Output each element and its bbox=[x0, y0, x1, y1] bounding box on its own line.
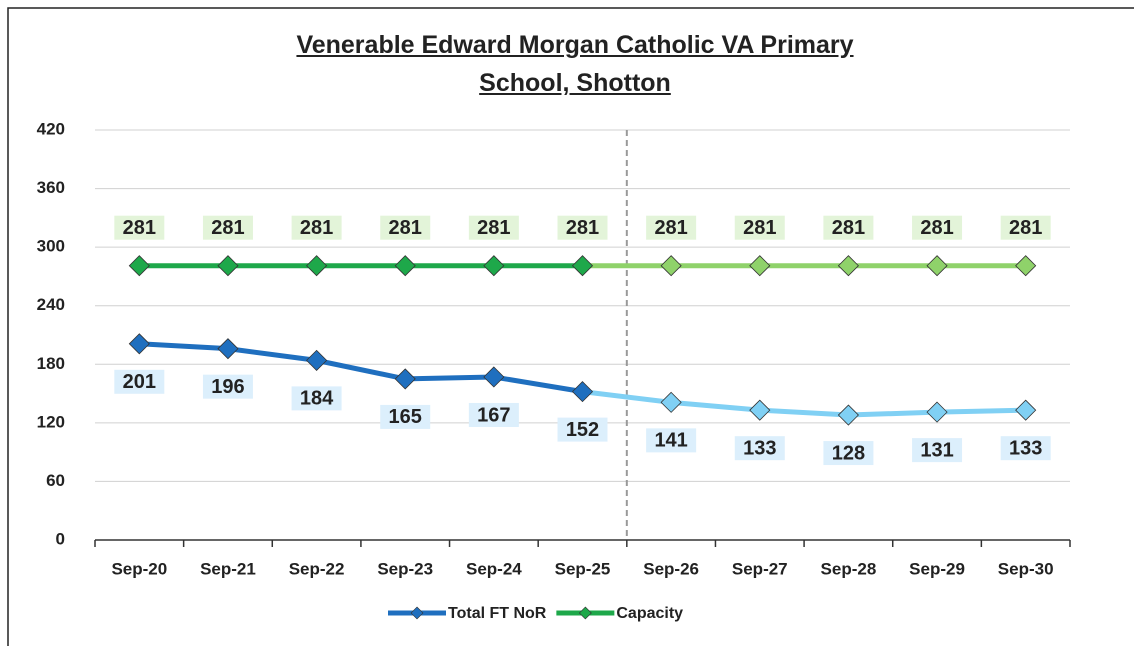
x-tick-label: Sep-22 bbox=[289, 559, 345, 578]
data-label: 133 bbox=[743, 437, 776, 459]
point-marker bbox=[837, 404, 859, 426]
point-marker bbox=[660, 255, 682, 277]
data-label: 167 bbox=[477, 404, 510, 426]
data-label-background bbox=[380, 404, 431, 429]
data-label-background bbox=[468, 215, 519, 240]
data-label-background bbox=[468, 402, 519, 427]
x-tick-label: Sep-27 bbox=[732, 559, 788, 578]
data-label-background bbox=[291, 386, 342, 411]
data-label-background bbox=[557, 417, 608, 442]
x-tick-label: Sep-26 bbox=[643, 559, 699, 578]
y-tick-label: 420 bbox=[37, 119, 65, 138]
data-label: 131 bbox=[920, 439, 953, 461]
chart-border bbox=[7, 7, 1134, 646]
point-marker bbox=[837, 255, 859, 277]
point-marker bbox=[749, 255, 771, 277]
data-label-background bbox=[202, 374, 253, 399]
y-tick-label: 240 bbox=[37, 295, 65, 314]
data-label: 133 bbox=[1009, 437, 1042, 459]
data-label-background bbox=[823, 215, 874, 240]
data-label-background bbox=[734, 436, 785, 461]
data-label: 281 bbox=[832, 217, 865, 239]
point-marker bbox=[394, 368, 416, 390]
data-label-background bbox=[823, 441, 874, 466]
point-marker bbox=[660, 391, 682, 413]
data-label: 281 bbox=[300, 217, 333, 239]
data-label: 184 bbox=[300, 388, 334, 410]
legend-label: Total FT NoR bbox=[448, 605, 547, 622]
y-tick-label: 180 bbox=[37, 354, 65, 373]
x-tick-label: Sep-30 bbox=[998, 559, 1054, 578]
x-tick-label: Sep-29 bbox=[909, 559, 965, 578]
point-marker bbox=[306, 255, 328, 277]
data-label: 281 bbox=[211, 217, 244, 239]
series-line bbox=[582, 389, 1026, 418]
data-label: 201 bbox=[123, 371, 156, 393]
y-tick-label: 360 bbox=[37, 178, 65, 197]
data-label: 128 bbox=[832, 442, 865, 464]
data-label-background bbox=[202, 215, 253, 240]
data-label-background bbox=[380, 215, 431, 240]
legend-label: Capacity bbox=[616, 605, 683, 622]
data-label-background bbox=[114, 369, 165, 394]
series-line bbox=[139, 341, 583, 395]
data-label-background bbox=[291, 215, 342, 240]
x-tick-label: Sep-23 bbox=[377, 559, 433, 578]
y-tick-label: 120 bbox=[37, 412, 65, 431]
data-label: 152 bbox=[566, 419, 599, 441]
point-marker bbox=[1015, 255, 1037, 277]
point-marker bbox=[483, 255, 505, 277]
point-marker bbox=[217, 255, 239, 277]
data-label-background bbox=[912, 438, 963, 463]
data-label: 281 bbox=[1009, 217, 1042, 239]
point-marker bbox=[926, 401, 948, 423]
data-label-background bbox=[1000, 215, 1051, 240]
data-label-background bbox=[734, 215, 785, 240]
data-label: 281 bbox=[920, 217, 953, 239]
point-marker bbox=[571, 381, 594, 403]
point-marker bbox=[306, 349, 328, 371]
point-marker bbox=[483, 366, 505, 388]
data-label: 165 bbox=[389, 406, 422, 428]
point-marker bbox=[1015, 399, 1037, 421]
y-tick-label: 0 bbox=[56, 529, 65, 548]
data-label: 281 bbox=[477, 217, 510, 239]
point-marker bbox=[217, 338, 239, 360]
point-marker bbox=[571, 255, 594, 277]
data-label: 281 bbox=[654, 217, 687, 239]
point-marker bbox=[394, 255, 416, 277]
x-tick-label: Sep-28 bbox=[821, 559, 877, 578]
x-tick-label: Sep-24 bbox=[466, 559, 522, 578]
data-label: 196 bbox=[211, 376, 244, 398]
data-label-background bbox=[646, 215, 697, 240]
data-label-background bbox=[646, 428, 697, 453]
x-tick-label: Sep-21 bbox=[200, 559, 256, 578]
data-label: 281 bbox=[123, 217, 156, 239]
data-label: 141 bbox=[654, 430, 687, 452]
x-tick-label: Sep-20 bbox=[111, 559, 167, 578]
data-label-background bbox=[912, 215, 963, 240]
data-label: 281 bbox=[389, 217, 422, 239]
point-marker bbox=[128, 255, 150, 277]
point-marker bbox=[926, 255, 948, 277]
chart-title: Venerable Edward Morgan Catholic VA Prim… bbox=[296, 31, 854, 97]
legend-marker bbox=[410, 606, 424, 620]
legend-marker bbox=[578, 606, 592, 620]
data-label: 281 bbox=[566, 217, 599, 239]
y-tick-label: 60 bbox=[46, 471, 65, 490]
point-marker bbox=[749, 399, 771, 421]
x-tick-label: Sep-25 bbox=[555, 559, 611, 578]
data-label-background bbox=[114, 215, 165, 240]
y-tick-label: 300 bbox=[37, 237, 65, 256]
data-label: 281 bbox=[743, 217, 776, 239]
data-label-background bbox=[1000, 436, 1051, 461]
point-marker bbox=[128, 333, 150, 355]
data-label-background bbox=[557, 215, 608, 240]
